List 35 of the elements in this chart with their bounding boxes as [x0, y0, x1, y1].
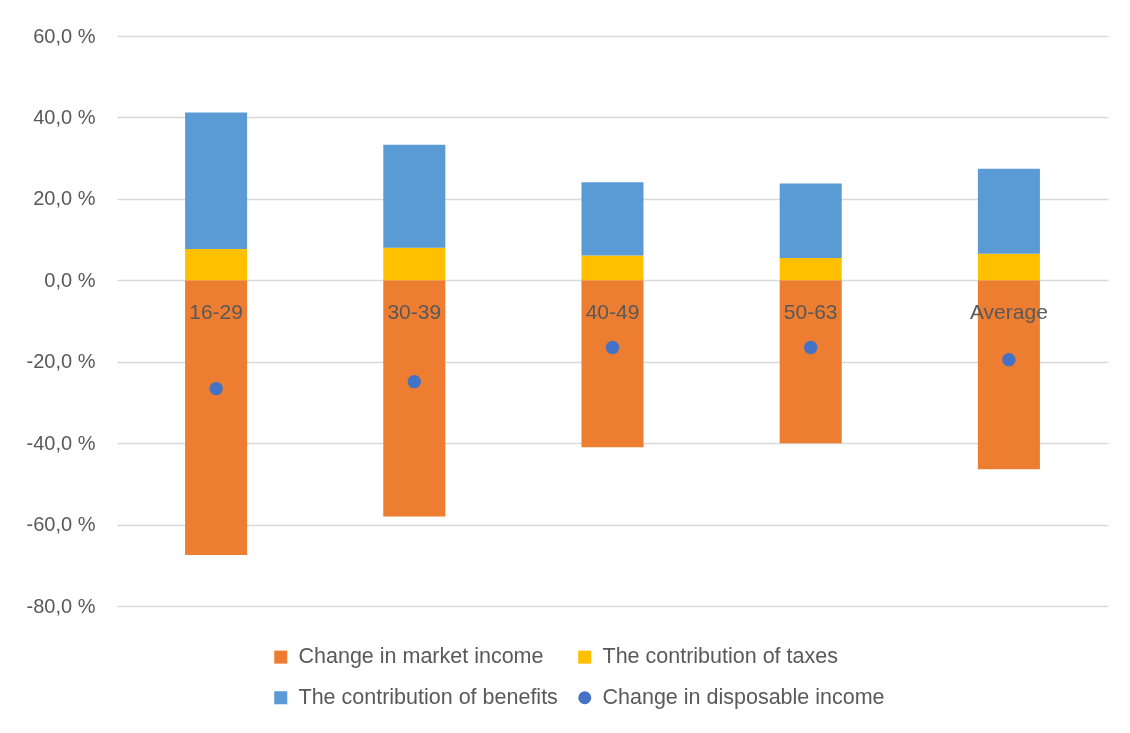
- x-tick-label: 50-63: [783, 299, 838, 323]
- y-tick-label: -80,0 %: [26, 594, 96, 617]
- bar: [185, 112, 248, 249]
- bar: [779, 280, 842, 444]
- x-tick-label: 40-49: [585, 299, 640, 323]
- point: [1002, 352, 1016, 367]
- point: [803, 340, 818, 355]
- legend-label: The contribution of benefits: [298, 684, 558, 709]
- bar: [185, 248, 248, 281]
- bar: [581, 255, 644, 281]
- bar: [185, 280, 248, 556]
- bar: [581, 182, 644, 256]
- y-tick-label: 20,0 %: [33, 187, 96, 210]
- point: [605, 340, 620, 355]
- y-tick-label: -20,0 %: [26, 350, 96, 373]
- bar: [779, 183, 842, 258]
- y-tick-label: -60,0 %: [26, 513, 96, 536]
- legend-label: Change in market income: [298, 644, 544, 669]
- bar: [383, 280, 446, 517]
- bar: [581, 280, 644, 448]
- bar: [383, 144, 446, 248]
- legend-label: Change in disposable income: [602, 684, 885, 709]
- legend-label: The contribution of taxes: [602, 644, 838, 669]
- x-tick-label: 16-29: [189, 299, 243, 323]
- bar: [977, 253, 1040, 281]
- x-tick-label: 30-39: [387, 299, 442, 323]
- point: [209, 381, 223, 396]
- bar: [383, 247, 446, 281]
- y-tick-label: 0,0 %: [44, 268, 96, 291]
- point: [407, 374, 422, 389]
- bar: [779, 257, 842, 281]
- y-tick-label: -40,0 %: [26, 431, 96, 454]
- y-tick-label: 40,0 %: [33, 105, 96, 128]
- y-tick-label: 60,0 %: [33, 24, 96, 47]
- bar: [977, 168, 1040, 254]
